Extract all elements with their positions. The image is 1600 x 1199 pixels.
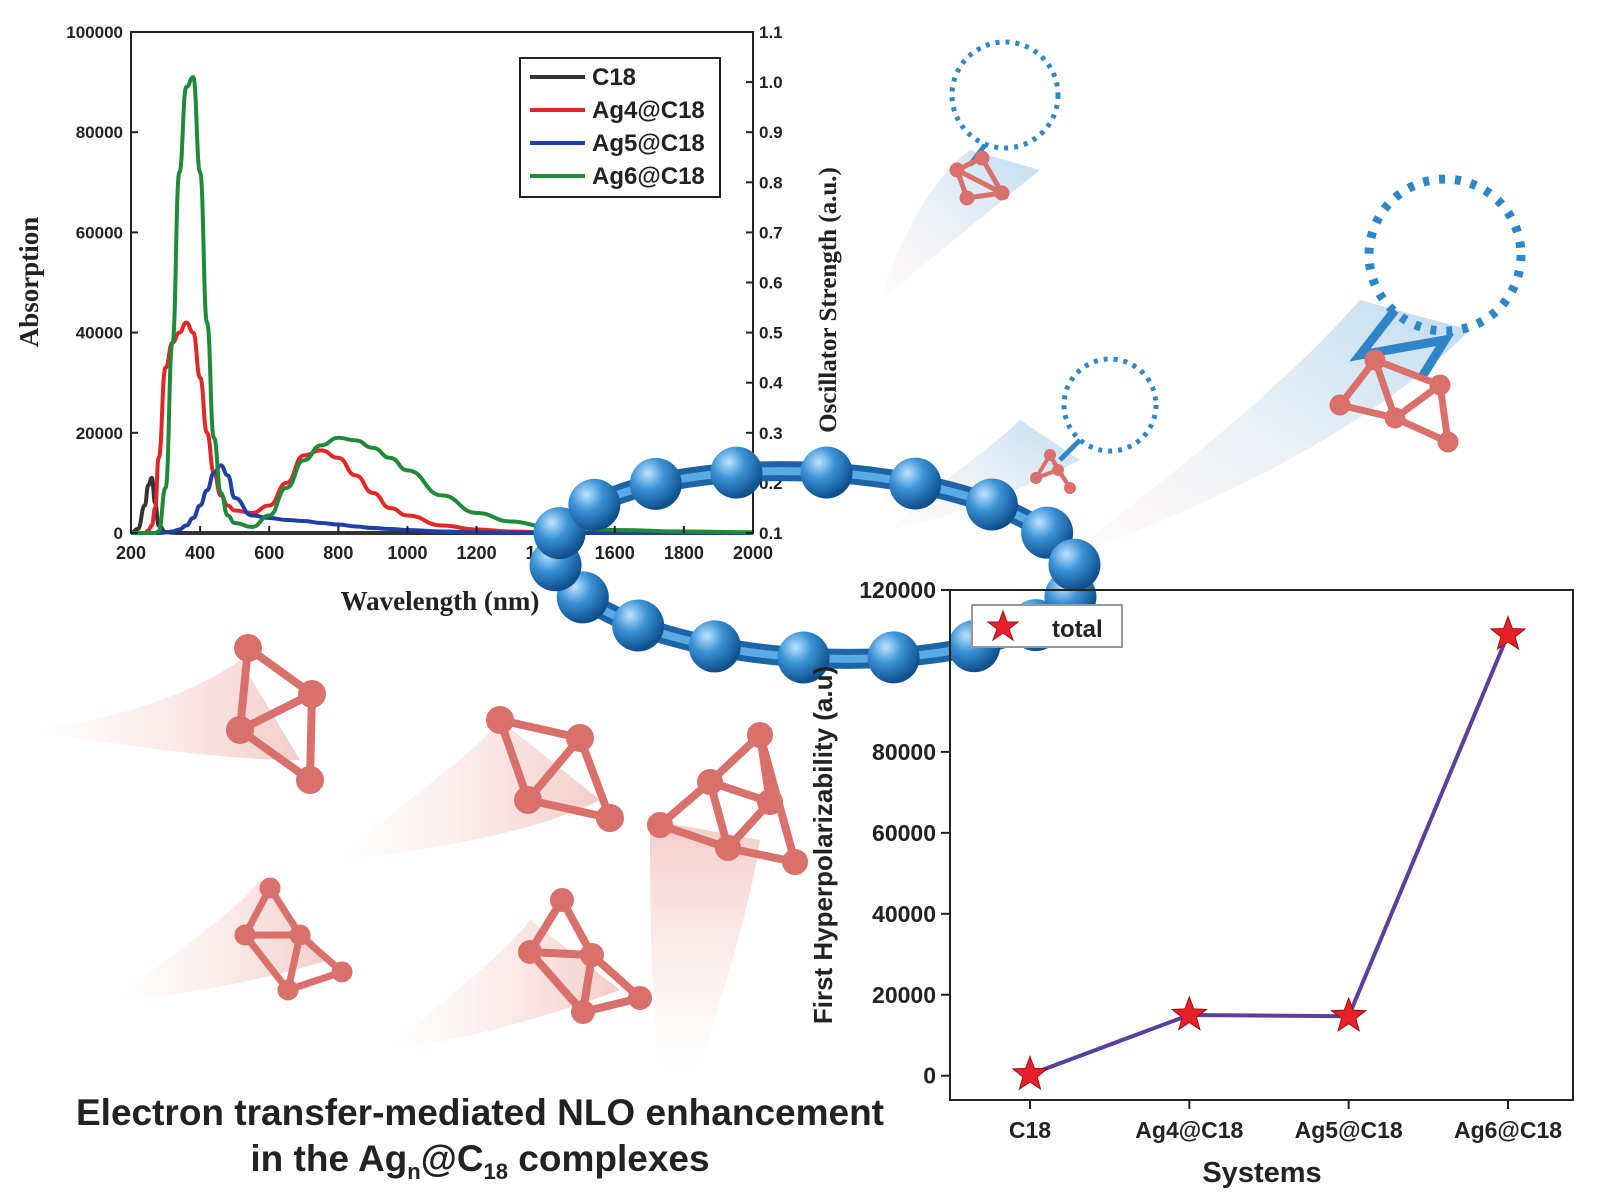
legend-box <box>519 57 721 198</box>
carbon-atom <box>889 457 942 510</box>
caption-subscript: n <box>407 1159 421 1184</box>
x-tick-label: Ag6@C18 <box>1454 1117 1562 1143</box>
x-tick-label: 1000 <box>387 543 427 563</box>
molecule-ring-small-top <box>949 39 1061 167</box>
star-marker <box>1011 1055 1049 1091</box>
y-tick-label: 60000 <box>872 820 936 846</box>
silver-cluster-icon <box>486 706 624 832</box>
y-tick-label: 20000 <box>872 982 936 1008</box>
carbon-atom <box>965 478 1018 531</box>
caption-line-1: Electron transfer-mediated NLO enhanceme… <box>75 1092 885 1133</box>
carbon-atom <box>688 620 741 673</box>
figure-caption: Electron transfer-mediated NLO enhanceme… <box>0 1090 960 1195</box>
silver-cluster-icon <box>949 150 1010 206</box>
legend: C18 Ag4@C18 Ag5@C18 Ag6@C18 <box>519 57 721 198</box>
plot-frame <box>949 589 1574 1101</box>
carbon-atom <box>800 446 853 499</box>
carbon-atom <box>1048 538 1101 591</box>
silver-cluster-icon <box>647 722 808 875</box>
y-tick-label: 80000 <box>76 123 123 142</box>
carbon-atom <box>568 478 621 531</box>
y2-tick-label: 0.4 <box>759 374 783 393</box>
star-marker <box>1170 995 1208 1031</box>
x-tick-label: Ag4@C18 <box>1135 1117 1243 1143</box>
y2-tick-label: 1.1 <box>759 23 783 42</box>
series-line-1 <box>131 320 753 536</box>
silver-cluster-icon <box>518 888 652 1024</box>
legend-entries: C18 Ag4@C18 Ag5@C18 Ag6@C18 <box>530 64 705 190</box>
x-tick-label: 1600 <box>595 543 635 563</box>
carbon-atoms <box>529 446 1101 684</box>
carbon-atom <box>777 631 830 684</box>
c18-ring-molecule <box>529 446 1101 684</box>
x-tick-label: 400 <box>185 543 215 563</box>
caption-text: complexes <box>508 1138 710 1179</box>
y2-tick-label: 0.5 <box>759 324 783 343</box>
silver-cluster-icon <box>1030 449 1076 494</box>
x-tick-label: 1800 <box>664 543 704 563</box>
carbon-atom <box>710 446 763 499</box>
caption-line-2: in the Agn@C18 complexes <box>0 1136 960 1195</box>
y-tick-label: 0 <box>923 1063 936 1089</box>
caption-subscript: 18 <box>483 1159 509 1184</box>
x-axis-ticks: C18 Ag4@C18 Ag5@C18 Ag6@C18 <box>1009 1100 1562 1143</box>
y-tick-label: 0 <box>114 524 123 543</box>
carbon-atom <box>612 599 665 652</box>
carbon-atom <box>629 457 682 510</box>
silver-cluster-icon <box>1329 349 1459 453</box>
carbon-atom <box>533 507 586 560</box>
series-line <box>1011 615 1527 1091</box>
y2-tick-label: 0.3 <box>759 424 783 443</box>
carbon-atom <box>867 631 920 684</box>
y-tick-label: 120000 <box>859 577 936 603</box>
y-tick-label: 40000 <box>872 901 936 927</box>
series-line-3 <box>131 75 754 535</box>
x-tick-label: 200 <box>116 543 146 563</box>
legend-label: Ag5@C18 <box>592 130 705 157</box>
spectrum-lines <box>130 75 754 536</box>
y2-tick-label: 0.8 <box>759 173 783 192</box>
x-tick-label: 600 <box>254 543 284 563</box>
legend-label: total <box>1052 616 1103 643</box>
legend-star-marker <box>986 609 1020 642</box>
y-axis-ticks: 0 20000 40000 60000 80000 100000 <box>66 23 138 543</box>
y2-axis-ticks: 0.10.20.30.40.50.60.70.80.91.01.1 <box>746 23 783 543</box>
silver-cluster-icon <box>234 877 353 1001</box>
y-tick-label: 80000 <box>872 739 936 765</box>
silver-cluster-icon <box>226 634 326 794</box>
legend-label: C18 <box>592 64 636 91</box>
y-tick-label: 20000 <box>76 424 123 443</box>
legend-label: Ag4@C18 <box>592 97 705 124</box>
legend-label: Ag6@C18 <box>592 163 705 190</box>
y-axis-label: First Hyperpolarizability (a.u) <box>808 666 838 1024</box>
y2-tick-label: 1.0 <box>759 73 783 92</box>
y2-axis-label: Oscillator Strength (a.u.) <box>815 167 842 433</box>
x-tick-label: C18 <box>1009 1117 1051 1143</box>
star-marker <box>1330 996 1368 1032</box>
molecule-ring-medium <box>1058 356 1159 462</box>
y-tick-label: 100000 <box>66 23 123 42</box>
x-tick-label: 1200 <box>457 543 497 563</box>
x-axis-label: Wavelength (nm) <box>341 586 540 616</box>
y-axis-label: Absorption <box>14 217 44 348</box>
y-tick-label: 60000 <box>76 223 123 242</box>
y2-tick-label: 0.1 <box>759 524 783 543</box>
molecule-ring-large <box>1349 174 1526 383</box>
y2-tick-label: 0.9 <box>759 123 783 142</box>
y-axis-ticks: 0 20000 40000 60000 80000 120000 <box>859 577 950 1089</box>
absorption-chart: 200400600800100012001400160018002000 020… <box>14 23 842 616</box>
legend: total <box>971 604 1123 648</box>
y2-tick-label: 0.6 <box>759 274 783 293</box>
caption-text: in the Ag <box>250 1138 408 1179</box>
hyperpolarizability-chart: 0 20000 40000 60000 80000 120000 C18 Ag4@C18 Ag… <box>808 577 1574 1189</box>
x-axis-label: Systems <box>1202 1157 1321 1189</box>
x-tick-label: 2000 <box>733 543 773 563</box>
y-tick-label: 40000 <box>76 324 123 343</box>
y2-tick-label: 0.7 <box>759 223 783 242</box>
x-tick-label: 800 <box>323 543 353 563</box>
x-tick-label: Ag5@C18 <box>1295 1117 1403 1143</box>
star-marker <box>1489 615 1527 651</box>
caption-text: @C <box>420 1138 484 1179</box>
series-line <box>1029 633 1510 1077</box>
